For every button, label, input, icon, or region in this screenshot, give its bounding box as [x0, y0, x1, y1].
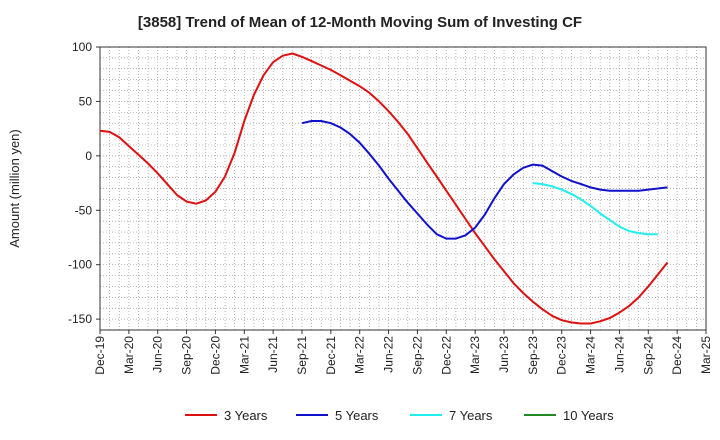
x-tick-label: Dec-19 [93, 336, 107, 375]
legend-label: 7 Years [449, 408, 493, 423]
y-tick-label: 0 [85, 149, 92, 163]
chart-title: [3858] Trend of Mean of 12-Month Moving … [137, 14, 583, 31]
x-tick-label: Sep-22 [410, 336, 424, 375]
x-tick-label: Sep-24 [641, 336, 655, 375]
x-tick-label: Sep-20 [180, 336, 194, 375]
x-tick-label: Dec-23 [555, 336, 569, 375]
legend-label: 5 Years [335, 408, 379, 423]
y-tick-label: 50 [79, 94, 93, 108]
x-tick-label: Jun-23 [497, 336, 511, 373]
y-axis-label: Amount (million yen) [7, 129, 22, 248]
y-tick-label: -100 [68, 258, 92, 272]
series-line-3-years [99, 52, 669, 325]
x-tick-label: Dec-20 [208, 336, 222, 375]
series-line-7-years [532, 182, 658, 236]
x-tick-label: Mar-20 [122, 336, 136, 374]
x-tick-label: Jun-21 [266, 336, 280, 373]
x-tick-label: Mar-21 [237, 336, 251, 374]
x-tick-label: Sep-23 [526, 336, 540, 375]
plot-frame [99, 46, 707, 331]
x-tick-label: Jun-20 [151, 336, 165, 373]
x-tick-label: Mar-24 [584, 336, 598, 374]
x-tick-label: Mar-23 [468, 336, 482, 374]
y-axis: 100 50 0 -50 -100 -150 [68, 40, 100, 326]
x-tick-label: Mar-22 [353, 336, 367, 374]
series-lines [99, 52, 669, 325]
series-line-5-years [301, 120, 668, 240]
x-tick-label: Dec-22 [439, 336, 453, 375]
x-tick-label: Dec-24 [670, 336, 684, 375]
legend-label: 10 Years [563, 408, 614, 423]
grid-lines [100, 47, 706, 330]
x-tick-label: Dec-21 [324, 336, 338, 375]
x-tick-label: Jun-22 [382, 336, 396, 373]
legend: 3 Years 5 Years 7 Years 10 Years [185, 408, 614, 423]
y-tick-label: 100 [72, 40, 92, 54]
x-tick-label: Mar-25 [699, 336, 713, 374]
y-tick-label: -150 [68, 312, 92, 326]
y-tick-label: -50 [75, 203, 93, 217]
x-axis: Dec-19 Mar-20 Jun-20 Sep-20 Dec-20 Mar-21 Jun-… [93, 330, 713, 375]
x-tick-label: Jun-24 [612, 336, 626, 373]
x-tick-label: Sep-21 [295, 336, 309, 375]
legend-label: 3 Years [224, 408, 268, 423]
